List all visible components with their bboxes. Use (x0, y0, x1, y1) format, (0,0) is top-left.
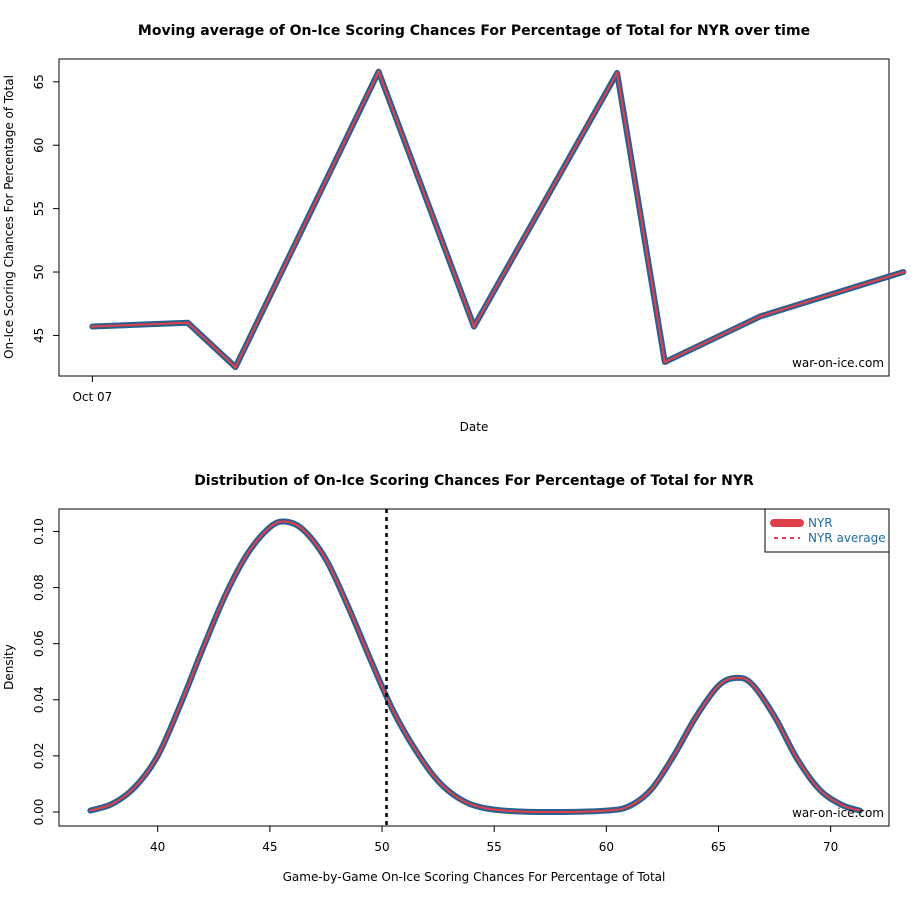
chart1-y-tick-label: 45 (32, 328, 46, 343)
chart1-y-tick-label: 55 (32, 201, 46, 216)
chart2-y-axis: 0.00 0.02 0.04 0.06 0.08 0.10 (32, 518, 59, 825)
chart-moving-average: Moving average of On-Ice Scoring Chances… (2, 23, 907, 434)
chart2-x-tick-label: 40 (150, 840, 165, 854)
chart2-y-tick-label: 0.00 (32, 799, 46, 826)
chart1-y-tick-label: 60 (32, 138, 46, 153)
chart1-point (377, 70, 381, 74)
legend-label-average: NYR average (808, 531, 886, 545)
density-curve-outer (87, 518, 863, 816)
chart1-point (615, 71, 619, 75)
chart2-x-tick-label: 70 (823, 840, 838, 854)
chart2-y-label: Density (2, 644, 16, 690)
chart1-x-tick-label: Oct 07 (72, 390, 112, 404)
chart1-point (186, 321, 190, 325)
legend-label-nyr: NYR (808, 516, 833, 530)
chart2-x-tick-label: 55 (487, 840, 502, 854)
chart2-y-tick-label: 0.08 (32, 574, 46, 601)
chart2-x-tick-label: 60 (599, 840, 614, 854)
chart1-x-axis: Oct 07 (72, 376, 112, 404)
chart1-plot-frame (58, 58, 890, 377)
chart2-title: Distribution of On-Ice Scoring Chances F… (194, 473, 754, 489)
chart1-point (90, 325, 94, 329)
chart1-y-axis: 45 50 55 60 65 (32, 74, 59, 343)
chart1-title: Moving average of On-Ice Scoring Chances… (138, 23, 810, 39)
chart1-point (472, 325, 476, 329)
chart-distribution: Distribution of On-Ice Scoring Chances F… (2, 473, 890, 884)
chart2-x-axis: 40 45 50 55 60 65 70 (150, 826, 838, 854)
chart1-point (758, 314, 762, 318)
chart1-point (663, 360, 667, 364)
chart1-line-inner (91, 70, 905, 369)
chart2-plot-frame (58, 508, 890, 827)
chart1-point (901, 270, 905, 274)
chart2-y-tick-label: 0.06 (32, 630, 46, 657)
chart1-point (233, 365, 237, 369)
chart2-y-tick-label: 0.10 (32, 518, 46, 545)
chart2-series (87, 518, 863, 816)
density-curve-inner (89, 520, 861, 814)
chart2-x-tick-label: 50 (374, 840, 389, 854)
chart1-y-label: On-Ice Scoring Chances For Percentage of… (2, 75, 16, 359)
chart2-x-tick-label: 65 (711, 840, 726, 854)
chart1-line-outer (89, 68, 907, 371)
legend-box (764, 508, 890, 553)
chart1-y-tick-label: 65 (32, 74, 46, 89)
chart2-y-tick-label: 0.04 (32, 686, 46, 713)
chart2-credit: war-on-ice.com (792, 806, 884, 820)
chart1-series (89, 68, 907, 371)
chart2-x-tick-label: 45 (262, 840, 277, 854)
chart2-y-tick-label: 0.02 (32, 743, 46, 770)
chart2-x-label: Game-by-Game On-Ice Scoring Chances For … (283, 870, 666, 884)
legend: NYR NYR average (764, 508, 890, 553)
chart1-x-label: Date (460, 420, 489, 434)
chart1-credit: war-on-ice.com (792, 356, 884, 370)
chart1-y-tick-label: 50 (32, 264, 46, 279)
